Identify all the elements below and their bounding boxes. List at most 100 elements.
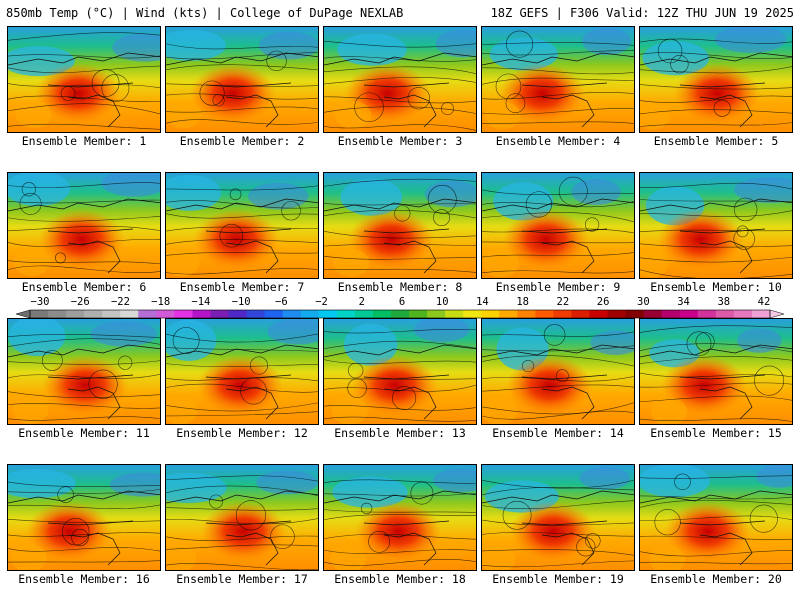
ensemble-member-map (481, 464, 635, 571)
ensemble-member-label: Ensemble Member: 18 (334, 572, 466, 586)
ensemble-member-map (639, 26, 793, 133)
colorbar-segment (156, 310, 175, 318)
colorbar-segment (84, 310, 103, 318)
ensemble-member-map (7, 26, 161, 133)
ensemble-member-label: Ensemble Member: 2 (179, 134, 305, 148)
ensemble-member-label: Ensemble Member: 1 (21, 134, 147, 148)
ensemble-member-label: Ensemble Member: 5 (653, 134, 779, 148)
ensemble-member-map (165, 464, 319, 571)
colorbar-segment (246, 310, 266, 318)
ensemble-member-map (165, 26, 319, 133)
colorbar-tick-label: 22 (556, 296, 570, 308)
colorbar-tick-label: 14 (476, 296, 489, 308)
colorbar-min-arrow (15, 309, 31, 319)
colorbar-segment (607, 310, 627, 318)
colorbar-tick-label: 10 (435, 296, 449, 308)
colorbar-segment (697, 310, 717, 318)
colorbar-tick-label: 30 (637, 296, 650, 308)
colorbar-segment (481, 310, 500, 318)
ensemble-member-map (639, 464, 793, 571)
colorbar-tick-label: 34 (677, 296, 690, 308)
colorbar-segment (535, 310, 554, 318)
ensemble-member-label: Ensemble Member: 10 (650, 280, 782, 294)
colorbar-segment (174, 310, 193, 318)
ensemble-member-map (323, 26, 477, 133)
ensemble-member-map (7, 172, 161, 279)
colorbar-tick-label: −18 (151, 296, 171, 308)
colorbar-tick-label: −2 (315, 296, 328, 308)
ensemble-member-label: Ensemble Member: 4 (495, 134, 621, 148)
colorbar-segment (499, 310, 518, 318)
colorbar-segment (264, 310, 284, 318)
colorbar-segment (733, 310, 753, 318)
ensemble-member-label: Ensemble Member: 19 (492, 572, 624, 586)
colorbar-tick-label: 26 (596, 296, 610, 308)
colorbar-tick-label: −14 (191, 296, 211, 308)
colorbar-max-arrow (769, 309, 785, 319)
colorbar-tick-label: 38 (717, 296, 731, 308)
colorbar-segment (463, 310, 482, 318)
ensemble-member-label: Ensemble Member: 6 (21, 280, 147, 294)
colorbar-segment (138, 310, 157, 318)
ensemble-member-label: Ensemble Member: 17 (176, 572, 308, 586)
colorbar-tick-label: 18 (516, 296, 529, 308)
model-run-info: 18Z GEFS | F306 Valid: 12Z THU JUN 19 20… (490, 6, 794, 20)
colorbar-segment (120, 310, 139, 318)
ensemble-member-label: Ensemble Member: 7 (179, 280, 305, 294)
colorbar-segment (427, 310, 446, 318)
ensemble-member-label: Ensemble Member: 15 (650, 426, 782, 440)
colorbar-tick-label: 6 (398, 296, 406, 308)
colorbar-segment (336, 310, 356, 318)
ensemble-member-label: Ensemble Member: 8 (337, 280, 463, 294)
colorbar-segment (300, 310, 320, 318)
colorbar-segment (679, 310, 699, 318)
colorbar-segment (517, 310, 536, 318)
colorbar-segment (751, 310, 771, 318)
colorbar-tick-label: −26 (70, 296, 90, 308)
ensemble-member-map (481, 26, 635, 133)
colorbar-segment (715, 310, 735, 318)
colorbar-segment (354, 310, 374, 318)
ensemble-member-map (481, 172, 635, 279)
colorbar-segment (30, 310, 49, 318)
temperature-colorbar (15, 309, 785, 319)
colorbar-segment (318, 310, 338, 318)
ensemble-member-label: Ensemble Member: 11 (18, 426, 150, 440)
ensemble-member-label: Ensemble Member: 20 (650, 572, 782, 586)
ensemble-member-label: Ensemble Member: 16 (18, 572, 150, 586)
colorbar-segment (192, 310, 211, 318)
colorbar-segment (553, 310, 572, 318)
ensemble-member-label: Ensemble Member: 12 (176, 426, 308, 440)
ensemble-member-map (165, 318, 319, 425)
colorbar-segment (625, 310, 645, 318)
colorbar-segment (409, 310, 428, 318)
ensemble-member-map (323, 172, 477, 279)
ensemble-member-map (323, 318, 477, 425)
colorbar-segment (661, 310, 681, 318)
chart-title: 850mb Temp (°C) | Wind (kts) | College o… (6, 6, 404, 20)
colorbar-segment (372, 310, 392, 318)
colorbar-segment (102, 310, 121, 318)
ensemble-member-label: Ensemble Member: 13 (334, 426, 466, 440)
colorbar-segment (48, 310, 67, 318)
colorbar-tick-label: 2 (358, 296, 365, 308)
ensemble-member-label: Ensemble Member: 14 (492, 426, 624, 440)
ensemble-member-map (481, 318, 635, 425)
ensemble-member-map (639, 172, 793, 279)
ensemble-member-map (639, 318, 793, 425)
colorbar-labels: −30 −26 −22 −18 −14 −10 −6 −2 2 6 10 14 18 22 26 30 34 38… (0, 296, 800, 310)
ensemble-member-label: Ensemble Member: 3 (337, 134, 463, 148)
ensemble-member-label: Ensemble Member: 9 (495, 280, 621, 294)
colorbar-tick-label: −6 (275, 296, 288, 308)
colorbar-segment (390, 310, 410, 318)
ensemble-member-map (7, 464, 161, 571)
ensemble-member-map (165, 172, 319, 279)
colorbar-segment (66, 310, 85, 318)
colorbar-tick-label: −30 (30, 296, 50, 308)
colorbar-segment (210, 310, 230, 318)
colorbar-segment (643, 310, 663, 318)
ensemble-member-map (323, 464, 477, 571)
colorbar-tick-label: −10 (231, 296, 251, 308)
colorbar-segment (282, 310, 302, 318)
colorbar-segment (228, 310, 248, 318)
